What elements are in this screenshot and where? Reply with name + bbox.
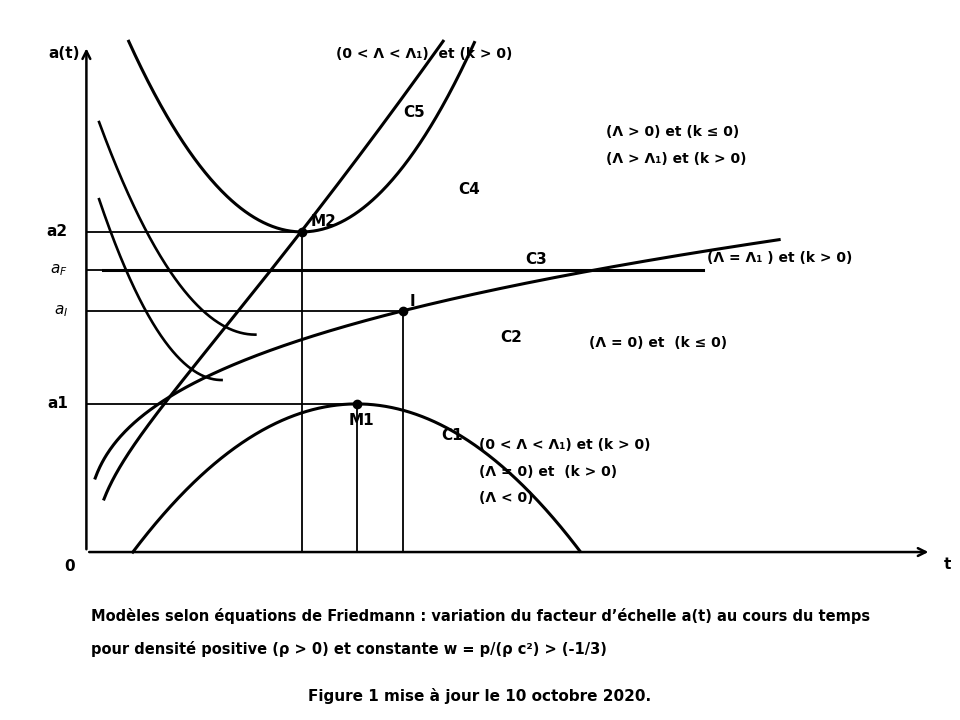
- Text: Modèles selon équations de Friedmann : variation du facteur d’échelle a(t) au co: Modèles selon équations de Friedmann : v…: [91, 608, 871, 624]
- Text: pour densité positive (ρ > 0) et constante w = p/(ρ c²) > (-1/3): pour densité positive (ρ > 0) et constan…: [91, 641, 607, 657]
- Text: a(t): a(t): [48, 45, 80, 60]
- Text: I: I: [410, 294, 416, 309]
- Text: (0 < Λ < Λ₁)  et (k > 0): (0 < Λ < Λ₁) et (k > 0): [336, 47, 512, 60]
- Text: t: t: [944, 557, 951, 572]
- Text: (Λ > 0) et (k ≤ 0): (Λ > 0) et (k ≤ 0): [606, 125, 739, 140]
- Text: a1: a1: [47, 397, 68, 411]
- Text: (Λ = Λ₁ ) et (k > 0): (Λ = Λ₁ ) et (k > 0): [708, 251, 852, 264]
- Text: C3: C3: [526, 253, 547, 267]
- Text: C2: C2: [500, 330, 522, 345]
- Text: M2: M2: [310, 214, 336, 229]
- Text: (Λ = 0) et  (k > 0): (Λ = 0) et (k > 0): [479, 464, 617, 479]
- Text: (Λ < 0): (Λ < 0): [479, 491, 534, 505]
- Text: C4: C4: [458, 181, 480, 197]
- Text: a2: a2: [47, 225, 68, 240]
- Text: C5: C5: [403, 105, 425, 120]
- Text: $a_F$: $a_F$: [50, 262, 68, 278]
- Text: M1: M1: [348, 413, 373, 428]
- Text: Figure 1 mise à jour le 10 octobre 2020.: Figure 1 mise à jour le 10 octobre 2020.: [308, 688, 652, 703]
- Text: (Λ = 0) et  (k ≤ 0): (Λ = 0) et (k ≤ 0): [589, 336, 727, 350]
- Text: C1: C1: [442, 428, 463, 443]
- Text: (0 < Λ < Λ₁) et (k > 0): (0 < Λ < Λ₁) et (k > 0): [479, 438, 651, 452]
- Text: $a_I$: $a_I$: [54, 303, 68, 318]
- Text: 0: 0: [64, 559, 75, 575]
- Text: (Λ > Λ₁) et (k > 0): (Λ > Λ₁) et (k > 0): [606, 152, 747, 166]
